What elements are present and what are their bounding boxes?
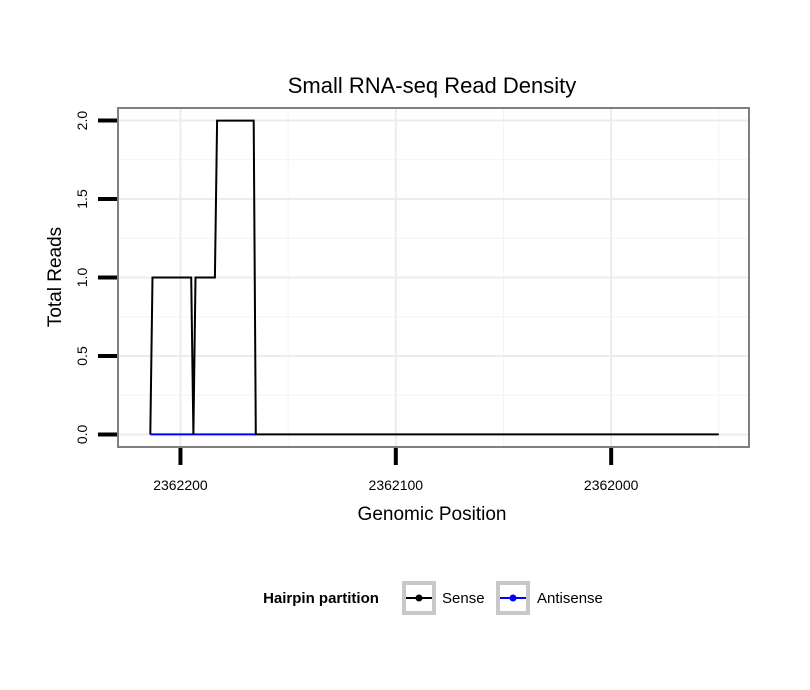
y-tick-label: 1.0 (74, 268, 90, 288)
y-tick-label: 2.0 (74, 111, 90, 131)
series-layer (149, 119, 719, 436)
legend-item-antisense: Antisense (496, 581, 603, 615)
x-tick-label: 2362100 (369, 477, 424, 493)
legend-item-sense: Sense (402, 581, 485, 615)
y-axis: 0.0 0.5 1.0 1.5 2.0 (74, 111, 117, 444)
chart-title: Small RNA-seq Read Density (288, 73, 577, 98)
legend-marker-antisense (509, 594, 517, 602)
legend-label-antisense: Antisense (537, 590, 603, 607)
x-axis-label: Genomic Position (358, 504, 507, 525)
legend-marker-sense (415, 594, 423, 602)
legend: Hairpin partition Sense Antisense (263, 581, 603, 615)
legend-title: Hairpin partition (263, 590, 379, 607)
legend-label-sense: Sense (442, 590, 485, 607)
x-tick-label: 2362000 (584, 477, 639, 493)
y-axis-label: Total Reads (45, 227, 66, 327)
y-tick-label: 1.5 (74, 189, 90, 209)
plot-panel-border (117, 107, 750, 448)
x-tick-label: 2362200 (153, 477, 208, 493)
y-tick-label: 0.0 (74, 424, 90, 444)
y-tick-label: 0.5 (74, 346, 90, 366)
x-axis: 2362200 2362100 2362000 (153, 448, 639, 493)
series-line-sense (149, 119, 719, 436)
